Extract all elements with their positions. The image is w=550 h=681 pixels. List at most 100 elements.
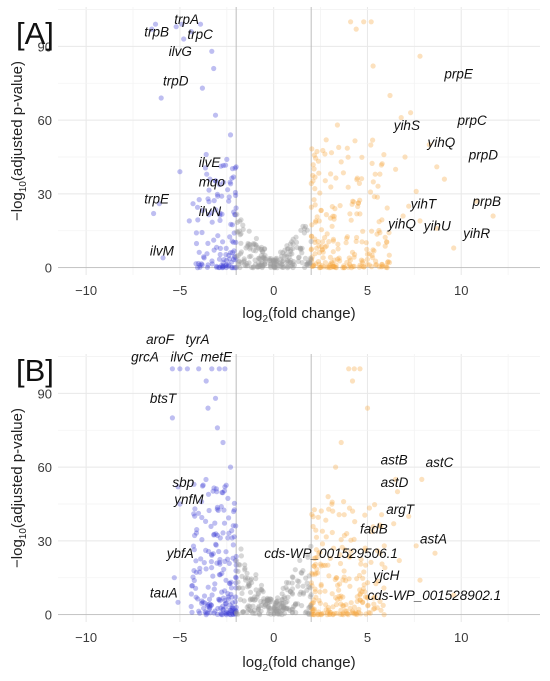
data-point-ns xyxy=(243,263,249,269)
data-point-down xyxy=(218,605,224,611)
data-point-up xyxy=(318,207,324,214)
data-point-up xyxy=(333,595,339,601)
data-point-up xyxy=(311,166,317,172)
data-point-ns xyxy=(253,248,259,254)
data-point-up xyxy=(369,160,375,166)
data-point-down xyxy=(231,507,237,513)
data-point-down xyxy=(233,257,239,263)
data-point-up xyxy=(351,366,357,372)
data-point-down xyxy=(203,476,209,483)
data-point-down xyxy=(212,178,218,184)
data-point-up xyxy=(334,610,340,616)
data-point-down xyxy=(197,21,204,27)
data-point-down xyxy=(204,610,211,616)
data-point-up xyxy=(334,596,340,603)
data-point-ns xyxy=(264,598,270,604)
data-point-ns xyxy=(284,254,290,260)
data-point-up xyxy=(368,559,374,565)
data-point-ns xyxy=(240,222,246,228)
data-point-up xyxy=(370,524,376,530)
data-point-ns xyxy=(255,255,262,261)
data-point-up xyxy=(311,152,317,158)
data-point-up xyxy=(380,602,386,608)
data-point-up xyxy=(309,263,315,269)
data-point-ns xyxy=(248,596,254,602)
data-point-ns xyxy=(298,247,304,253)
data-point-up xyxy=(331,216,337,222)
data-point-down xyxy=(209,565,215,571)
data-point-down xyxy=(212,581,218,587)
data-point-ns xyxy=(285,246,291,252)
data-point-down xyxy=(225,596,231,602)
data-point-ns xyxy=(266,600,272,606)
data-point-up xyxy=(398,115,404,121)
data-point-up xyxy=(413,543,419,549)
data-point-ns xyxy=(246,606,252,612)
data-point-ns xyxy=(251,264,257,270)
x-tick-label: −5 xyxy=(172,283,187,298)
data-point-up xyxy=(315,570,321,576)
data-point-ns xyxy=(299,260,305,266)
data-point-up xyxy=(351,263,357,269)
data-point-up xyxy=(357,262,363,268)
data-point-up xyxy=(419,476,425,482)
data-point-down xyxy=(206,507,212,514)
gene-label: metE xyxy=(201,349,234,364)
data-point-down xyxy=(196,197,202,203)
data-point-down xyxy=(233,205,239,211)
data-point-down xyxy=(177,169,183,175)
data-point-up xyxy=(354,211,360,217)
data-point-ns xyxy=(279,597,285,603)
data-point-ns xyxy=(274,609,280,615)
gene-label: cds-WP_001529506.1 xyxy=(264,546,398,561)
data-point-down xyxy=(219,264,225,270)
data-point-down xyxy=(192,513,198,519)
data-point-ns xyxy=(272,602,278,608)
data-point-up xyxy=(349,608,355,614)
data-point-up xyxy=(319,541,326,547)
data-point-up xyxy=(372,594,378,600)
data-point-ns xyxy=(242,567,248,573)
data-point-ns xyxy=(306,611,312,617)
data-points xyxy=(149,19,496,271)
data-point-up xyxy=(352,611,358,617)
data-point-up xyxy=(320,610,326,616)
data-point-up xyxy=(327,215,334,221)
fold-change-threshold-lines xyxy=(235,354,312,622)
gene-label: tauA xyxy=(150,585,178,600)
gene-label: fadB xyxy=(360,522,388,537)
data-point-down xyxy=(202,609,208,615)
data-point-ns xyxy=(266,608,272,614)
data-point-up xyxy=(313,594,319,600)
data-point-ns xyxy=(238,546,244,552)
data-point-up xyxy=(333,601,340,608)
data-point-ns xyxy=(262,602,268,608)
data-point-ns xyxy=(305,259,312,265)
data-point-down xyxy=(203,610,209,616)
data-point-up xyxy=(408,110,414,116)
data-point-up xyxy=(385,259,391,265)
data-point-up xyxy=(308,258,315,264)
data-point-ns xyxy=(293,610,299,616)
data-point-ns xyxy=(238,260,245,266)
data-point-ns xyxy=(267,257,273,263)
data-point-ns xyxy=(275,595,281,601)
data-point-ns xyxy=(279,611,285,618)
data-point-up xyxy=(434,164,440,170)
data-point-up xyxy=(360,586,366,592)
data-point-up xyxy=(350,263,356,269)
data-point-up xyxy=(315,238,321,245)
data-point-down xyxy=(201,605,207,611)
data-point-down xyxy=(223,600,229,606)
data-point-up xyxy=(335,246,341,252)
data-point-down xyxy=(160,255,166,261)
data-point-down xyxy=(190,543,197,549)
data-point-down xyxy=(199,499,205,505)
data-point-ns xyxy=(242,565,248,571)
data-point-up xyxy=(354,234,360,241)
data-point-ns xyxy=(249,580,255,586)
data-point-up xyxy=(310,162,316,168)
data-point-down xyxy=(222,484,228,490)
data-point-ns xyxy=(282,595,288,601)
data-point-ns xyxy=(276,601,282,607)
